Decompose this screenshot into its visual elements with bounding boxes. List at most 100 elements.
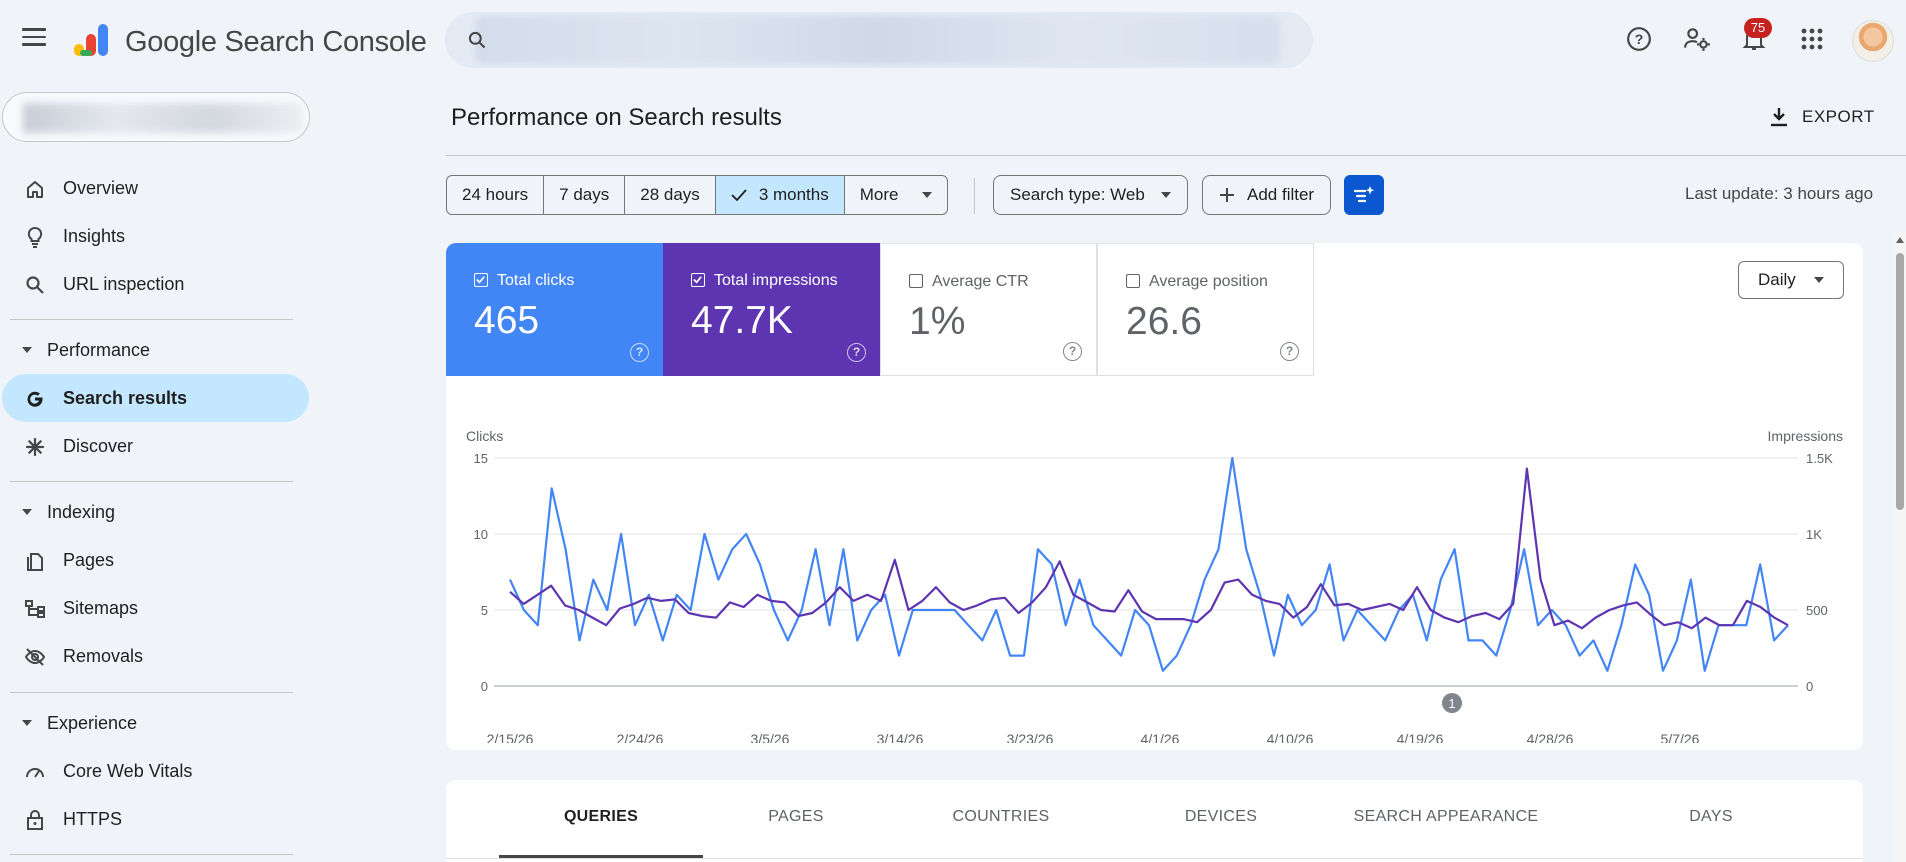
performance-line-chart: Clicks Impressions 0 0 5 500 10 1K 15 1.5K 1 2/15/2… (466, 428, 1843, 743)
search-input[interactable] (445, 12, 1313, 68)
sidebar-section-indexing[interactable]: Indexing (22, 497, 115, 527)
range-3-months[interactable]: 3 months (715, 176, 845, 214)
sidebar-item-search-results[interactable]: Search results (2, 374, 309, 422)
sidebar-section-experience[interactable]: Experience (22, 708, 137, 738)
last-update-text: Last update: 3 hours ago (1685, 184, 1874, 203)
x-tick-label: 4/28/26 (1527, 731, 1574, 743)
metric-value: 47.7K (691, 299, 793, 342)
right-tick-label: 1K (1806, 527, 1822, 542)
filter-separator (974, 178, 975, 214)
range-7-days[interactable]: 7 days (544, 176, 626, 214)
sidebar-item-discover[interactable]: Discover (2, 422, 309, 470)
metric-total-clicks[interactable]: Total clicks 465 ? (446, 243, 663, 376)
collapse-arrow-icon (22, 720, 32, 726)
sidebar-item-label: Removals (63, 646, 144, 666)
sidebar-item-removals[interactable]: Removals (2, 632, 309, 680)
left-tick-label: 0 (481, 679, 488, 694)
range-24-hours[interactable]: 24 hours (447, 176, 545, 214)
metric-total-impressions[interactable]: Total impressions 47.7K ? (663, 243, 880, 376)
left-tick-label: 5 (481, 603, 488, 618)
annotation-marker (1442, 693, 1462, 713)
range-28-days[interactable]: 28 days (625, 176, 716, 214)
search-icon (24, 274, 46, 296)
sidebar-item-overview[interactable]: Overview (2, 164, 309, 212)
help-icon[interactable]: ? (1280, 342, 1299, 361)
active-tab-indicator (499, 855, 703, 858)
sidebar-section-performance[interactable]: Performance (22, 335, 150, 365)
metric-value: 465 (474, 299, 540, 342)
tab-days[interactable]: DAYS (1689, 808, 1733, 825)
add-filter-button[interactable]: Add filter (1202, 175, 1332, 215)
series-line-impressions (509, 467, 1789, 630)
lightbulb-icon (24, 226, 46, 248)
right-tick-label: 0 (1806, 679, 1813, 694)
download-icon (1771, 108, 1787, 127)
property-selector[interactable] (2, 92, 310, 142)
dropdown-arrow-icon (1160, 192, 1171, 198)
sidebar-item-pages[interactable]: Pages (2, 536, 309, 584)
series-line-clicks (508, 456, 1789, 672)
svg-text:?: ? (1635, 31, 1644, 47)
sidebar-item-url-inspection[interactable]: URL inspection (2, 260, 309, 308)
apps-grid-icon[interactable] (1795, 22, 1829, 56)
scrollbar-thumb[interactable] (1896, 253, 1904, 510)
tab-queries[interactable]: QUERIES (563, 808, 639, 825)
checkbox-unchecked-icon (1126, 274, 1140, 288)
tabs-divider (446, 858, 1863, 859)
x-tick-label: 2/15/26 (487, 731, 534, 743)
sidebar-item-label: Core Web Vitals (63, 761, 193, 781)
sidebar-divider (10, 692, 293, 693)
metric-average-ctr[interactable]: Average CTR 1% ? (880, 243, 1097, 376)
search-console-logo (74, 24, 108, 56)
help-icon[interactable]: ? (630, 343, 649, 362)
x-tick-label: 5/7/26 (1661, 731, 1700, 743)
dropdown-arrow-icon (922, 192, 933, 198)
metric-average-position[interactable]: Average position 26.6 ? (1097, 243, 1314, 376)
ai-filter-button[interactable] (1344, 175, 1384, 215)
search-icon (468, 31, 486, 49)
left-tick-label: 15 (474, 451, 488, 466)
sidebar-item-label: HTTPS (63, 809, 123, 829)
date-range-selector: 24 hours 7 days 28 days 3 months More (446, 175, 949, 215)
tab-search-appearance[interactable]: SEARCH APPEARANCE (1353, 808, 1539, 825)
sidebar-item-core-web-vitals[interactable]: Core Web Vitals (2, 747, 309, 795)
sidebar-item-label: Pages (63, 550, 115, 570)
collapse-arrow-icon (22, 509, 32, 515)
export-button[interactable]: EXPORT (1770, 102, 1875, 132)
scroll-up-arrow-icon[interactable] (1896, 237, 1904, 243)
x-tick-label: 4/1/26 (1141, 731, 1180, 743)
manage-users-icon[interactable] (1680, 22, 1714, 56)
tab-devices[interactable]: DEVICES (1184, 808, 1258, 825)
top-bar: Google Search Console ? 75 (0, 0, 1906, 80)
checkbox-unchecked-icon (909, 274, 923, 288)
sidebar-item-label: URL inspection (63, 274, 185, 294)
search-type-filter[interactable]: Search type: Web (993, 175, 1188, 215)
dropdown-arrow-icon (1813, 277, 1824, 283)
x-tick-label: 4/10/26 (1267, 731, 1314, 743)
left-tick-label: 10 (474, 527, 488, 542)
collapse-arrow-icon (22, 347, 32, 353)
right-tick-label: 500 (1806, 603, 1828, 618)
main-menu-button[interactable] (22, 28, 46, 48)
property-name-blurred (23, 103, 303, 133)
help-icon[interactable]: ? (1622, 22, 1656, 56)
help-icon[interactable]: ? (1063, 342, 1082, 361)
account-avatar[interactable] (1852, 20, 1894, 62)
right-tick-label: 1.5K (1806, 451, 1833, 466)
sidebar-item-sitemaps[interactable]: Sitemaps (2, 584, 309, 632)
help-icon[interactable]: ? (847, 343, 866, 362)
sidebar-item-https[interactable]: HTTPS (2, 795, 309, 843)
notifications-badge: 75 (1744, 18, 1772, 38)
sitemap-icon (24, 598, 46, 620)
tab-countries[interactable]: COUNTRIES (952, 808, 1050, 825)
sidebar-divider (10, 319, 293, 320)
range-more-dropdown[interactable]: More (845, 176, 948, 214)
sidebar-divider (10, 854, 293, 855)
x-tick-label: 3/14/26 (877, 731, 924, 743)
x-tick-label: 3/23/26 (1007, 731, 1054, 743)
header-divider (446, 155, 1906, 156)
tab-pages[interactable]: PAGES (768, 808, 824, 825)
granularity-dropdown[interactable]: Daily (1738, 261, 1844, 299)
sidebar-divider (10, 481, 293, 482)
sidebar-item-insights[interactable]: Insights (2, 212, 309, 260)
